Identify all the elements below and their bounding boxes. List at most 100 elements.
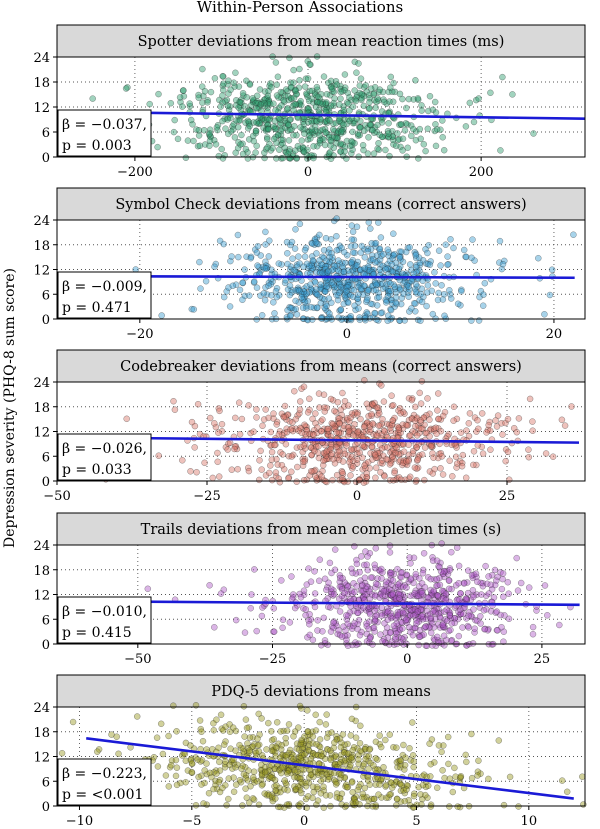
data-point: [286, 282, 294, 289]
data-point: [390, 622, 398, 629]
data-point: [277, 127, 285, 135]
data-point: [273, 744, 280, 752]
data-point: [408, 396, 416, 404]
data-point: [355, 60, 362, 67]
data-point: [249, 774, 257, 781]
data-point: [386, 98, 393, 105]
data-point: [211, 75, 219, 82]
data-point: [300, 383, 308, 390]
data-point: [335, 267, 342, 275]
data-point: [513, 428, 521, 436]
data-point: [418, 378, 426, 385]
data-point: [426, 92, 434, 100]
data-point: [447, 236, 454, 243]
data-point: [308, 125, 316, 133]
data-point: [253, 104, 260, 112]
data-point: [224, 446, 231, 453]
data-point: [504, 415, 512, 423]
data-point: [375, 139, 382, 147]
data-point: [332, 781, 340, 788]
data-point: [427, 760, 434, 768]
data-point: [209, 474, 216, 482]
data-point: [273, 155, 280, 162]
data-point: [548, 266, 556, 273]
data-point: [171, 116, 178, 124]
data-point: [558, 416, 566, 424]
data-point: [349, 228, 357, 236]
data-point: [246, 747, 253, 754]
data-point: [275, 115, 283, 122]
data-point: [219, 92, 226, 99]
data-point: [277, 728, 284, 735]
data-point: [297, 124, 304, 131]
y-tick-label: 0: [42, 151, 50, 166]
data-point: [286, 148, 293, 155]
data-point: [333, 81, 341, 88]
data-point: [233, 117, 240, 124]
data-point: [219, 117, 226, 125]
data-point: [432, 109, 440, 116]
data-point: [347, 414, 354, 421]
data-point: [384, 312, 392, 319]
data-point: [481, 279, 489, 287]
data-point: [499, 73, 506, 81]
data-point: [370, 91, 377, 98]
data-point: [224, 116, 231, 123]
data-point: [257, 447, 264, 455]
data-point: [281, 144, 289, 152]
data-point: [275, 104, 283, 112]
data-point: [253, 414, 260, 421]
data-point: [220, 293, 228, 301]
data-point: [416, 389, 423, 397]
data-point: [312, 127, 319, 134]
data-point: [271, 441, 278, 449]
data-point: [369, 256, 377, 263]
data-point: [418, 801, 425, 808]
data-point: [292, 226, 299, 233]
data-point: [230, 788, 238, 796]
data-point: [410, 792, 418, 800]
data-point: [400, 741, 407, 749]
data-point: [415, 641, 422, 649]
data-point: [229, 282, 237, 290]
data-point: [314, 86, 321, 94]
data-point: [322, 721, 330, 728]
data-point: [291, 122, 298, 130]
data-point: [113, 733, 120, 740]
data-point: [440, 632, 448, 640]
data-point: [206, 142, 213, 150]
data-point: [453, 460, 461, 467]
stats-p: p = 0.033: [62, 462, 132, 478]
data-point: [284, 250, 291, 257]
data-point: [396, 595, 403, 602]
data-point: [304, 728, 312, 736]
data-point: [373, 281, 380, 289]
data-point: [200, 127, 208, 134]
data-point: [333, 471, 341, 479]
data-point: [274, 73, 282, 81]
data-point: [368, 410, 375, 418]
data-point: [395, 426, 403, 434]
data-point: [309, 783, 317, 790]
data-point: [325, 267, 332, 275]
data-point: [340, 121, 347, 129]
panel-1: Spotter deviations from mean reaction ti…: [33, 24, 586, 180]
data-point: [397, 120, 405, 128]
data-point: [358, 90, 365, 98]
data-point: [416, 261, 424, 269]
data-point: [327, 628, 335, 635]
data-point: [352, 799, 360, 806]
data-point: [206, 582, 213, 589]
data-point: [433, 557, 441, 564]
data-point: [440, 291, 448, 298]
data-point: [155, 90, 162, 98]
data-point: [485, 590, 493, 597]
data-point: [219, 86, 227, 94]
data-point: [431, 269, 438, 276]
data-point: [195, 127, 203, 134]
data-point: [255, 801, 263, 809]
data-point: [363, 296, 371, 304]
data-point: [418, 590, 426, 597]
data-point: [250, 428, 257, 435]
data-point: [241, 102, 249, 110]
